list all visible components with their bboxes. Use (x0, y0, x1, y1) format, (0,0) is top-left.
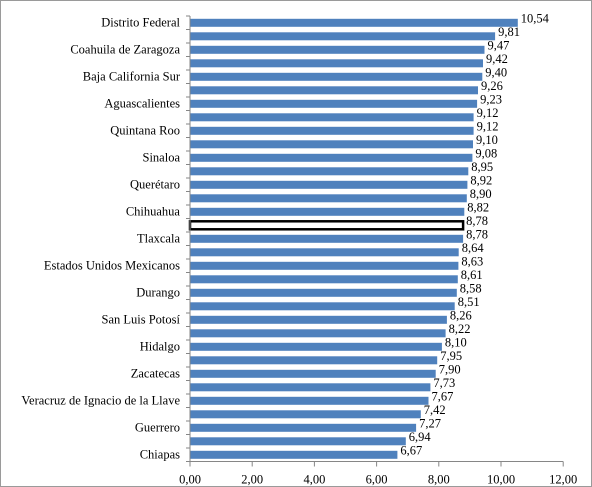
bar (190, 261, 459, 270)
x-tick-label: 10,00 (487, 473, 515, 487)
value-label: 9,47 (488, 39, 510, 53)
bar (190, 86, 478, 95)
bar (190, 315, 447, 324)
bar (190, 207, 465, 216)
category-label: Estados Unidos Mexicanos (44, 259, 180, 273)
value-label: 8,78 (466, 214, 488, 228)
value-label: 6,94 (409, 430, 432, 444)
bar (190, 288, 457, 297)
category-label: Guerrero (135, 421, 180, 435)
bar (190, 410, 421, 419)
value-label: 8,63 (461, 255, 483, 269)
x-tick-label: 8,00 (428, 473, 450, 487)
bar (190, 59, 483, 68)
value-label: 9,26 (481, 79, 503, 93)
value-label: 8,58 (460, 282, 482, 296)
value-label: 8,64 (462, 241, 485, 255)
category-label: Aguascalientes (104, 97, 180, 111)
value-label: 9,23 (480, 93, 502, 107)
bar (190, 450, 398, 459)
category-label: Chihuahua (126, 205, 181, 219)
bar (190, 437, 406, 446)
category-label: Durango (136, 286, 180, 300)
category-label: Hidalgo (140, 340, 180, 354)
value-label: 10,54 (521, 12, 550, 26)
value-label: 8,26 (450, 309, 472, 323)
bar (190, 180, 468, 189)
category-label: San Luis Potosí (102, 313, 181, 327)
bar (190, 32, 496, 41)
value-label: 6,67 (400, 444, 422, 458)
x-tick-label: 2,00 (241, 473, 263, 487)
category-label: Coahuila de Zaragoza (70, 43, 180, 57)
bar (190, 194, 467, 203)
value-label: 8,78 (466, 228, 488, 242)
value-label: 7,95 (440, 349, 462, 363)
bar (190, 356, 438, 365)
bar (190, 302, 455, 311)
value-label: 9,12 (477, 120, 499, 134)
x-tick-label: 6,00 (366, 473, 388, 487)
value-label: 7,42 (424, 403, 446, 417)
value-label: 9,40 (485, 66, 507, 80)
value-label: 8,82 (467, 201, 489, 215)
bar (190, 369, 436, 378)
value-label: 7,67 (432, 390, 454, 404)
category-label: Veracruz de Ignacio de la Llave (21, 394, 180, 408)
category-label: Baja California Sur (83, 70, 181, 84)
category-label: Sinaloa (143, 151, 181, 165)
bar (190, 396, 429, 405)
value-label: 8,61 (461, 268, 483, 282)
x-tick-label: 12,00 (549, 473, 577, 487)
value-label: 9,42 (486, 52, 508, 66)
category-label: Quintana Roo (110, 124, 180, 138)
bar (190, 153, 473, 162)
bar (190, 99, 478, 108)
bar (190, 167, 469, 176)
category-label: Tlaxcala (137, 232, 180, 246)
x-tick-label: 0,00 (179, 473, 201, 487)
value-label: 8,95 (471, 160, 493, 174)
value-label: 9,12 (477, 106, 499, 120)
bar (190, 275, 458, 284)
category-label: Zacatecas (131, 367, 180, 381)
value-label: 9,10 (476, 133, 498, 147)
value-label: 8,92 (470, 174, 492, 188)
bar (190, 18, 518, 27)
bar (190, 383, 431, 392)
bar (190, 248, 459, 257)
value-label: 8,90 (470, 187, 492, 201)
value-label: 7,73 (433, 376, 455, 390)
x-tick-label: 4,00 (303, 473, 325, 487)
highlighted-bar (188, 220, 465, 231)
value-label: 9,81 (498, 25, 520, 39)
category-label: Distrito Federal (101, 16, 180, 30)
value-label: 8,22 (449, 322, 471, 336)
bar (190, 140, 473, 149)
value-label: 9,08 (475, 147, 497, 161)
value-label: 8,10 (445, 336, 467, 350)
bar (190, 72, 483, 81)
category-label: Querétaro (130, 178, 180, 192)
bar (190, 423, 417, 432)
bar (190, 329, 446, 338)
bar (190, 113, 474, 122)
value-label: 7,90 (439, 363, 461, 377)
bar (190, 234, 464, 243)
bar (190, 45, 485, 54)
bar (190, 342, 442, 351)
bar (190, 126, 474, 135)
value-label: 8,51 (458, 295, 480, 309)
value-label: 7,27 (419, 417, 441, 431)
category-label: Chiapas (140, 448, 180, 462)
